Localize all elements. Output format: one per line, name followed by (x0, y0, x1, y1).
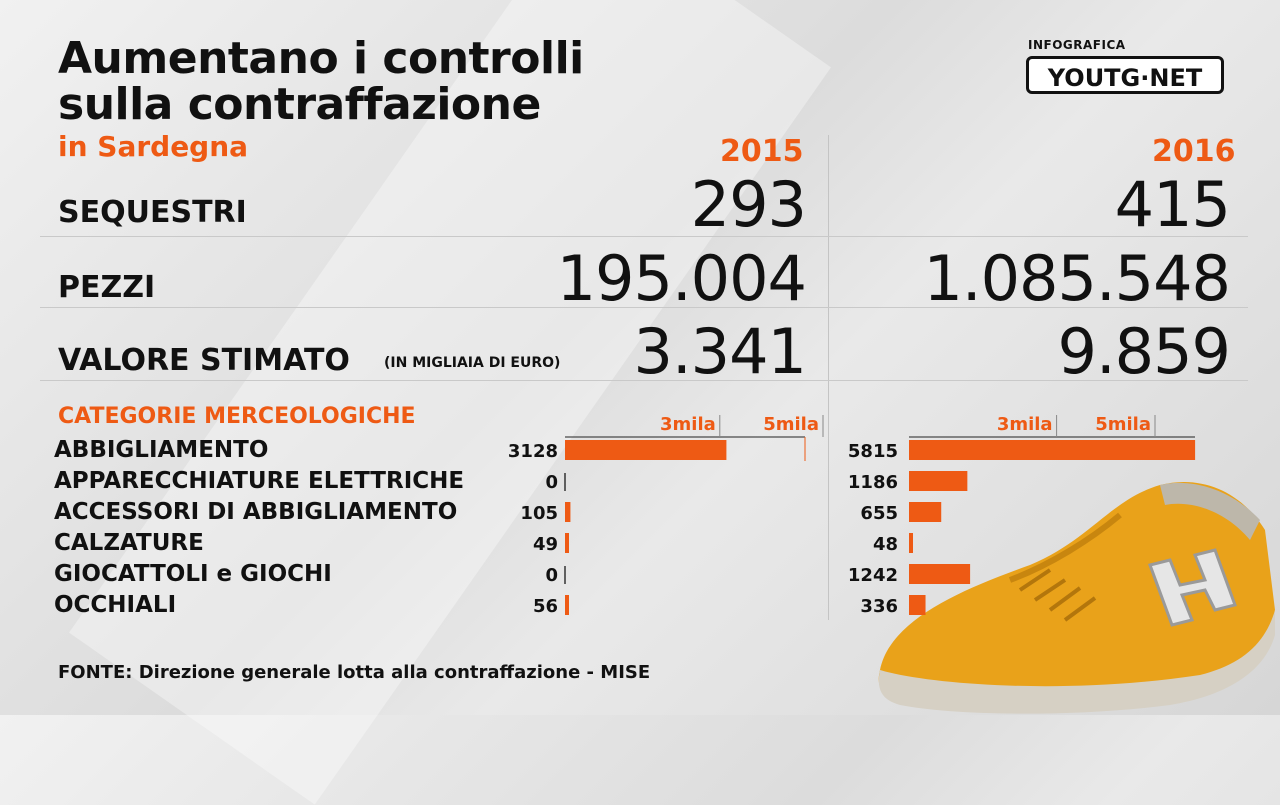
bar-2016-2 (909, 471, 968, 491)
metric-value-valore-2016: 9.859 (1057, 315, 1232, 388)
logo-caption: INFOGRAFICA (1028, 38, 1126, 52)
value-label-2016-4: 48 (873, 534, 898, 555)
tick-label-2016-1: 3mila (997, 414, 1053, 435)
row-divider-3 (40, 380, 1248, 381)
row-divider-2 (40, 307, 1248, 308)
logo: YOUTG·NET (1026, 56, 1224, 94)
metric-label-valore: VALORE STIMATO (58, 343, 350, 378)
value-label-2016-5: 1242 (848, 565, 898, 586)
sneaker-illustration (878, 482, 1275, 714)
year-2016-header: 2016 (1152, 134, 1236, 169)
value-label-2016-1: 5815 (848, 441, 898, 462)
value-label-2015-4: 49 (533, 534, 558, 555)
value-label-2015-6: 56 (533, 596, 558, 617)
chart-2015: 3mila 5mila 3128 0 105 49 0 56 (508, 414, 824, 617)
category-label-2: APPARECCHIATURE ELETTRICHE (54, 468, 465, 494)
category-label-1: ABBIGLIAMENTO (54, 437, 269, 463)
bar-2015-4 (565, 533, 569, 553)
bar-2016-5 (909, 564, 971, 584)
value-label-2015-3: 105 (520, 503, 558, 524)
tick-label-2015-1: 3mila (660, 414, 716, 435)
title-line-1: Aumentano i controlli (58, 33, 584, 84)
value-label-2015-2: 0 (545, 472, 558, 493)
bar-2015-3 (565, 502, 571, 522)
year-divider (828, 135, 829, 620)
bar-2016-4 (909, 533, 913, 553)
value-label-2016-3: 655 (860, 503, 898, 524)
page-title: Aumentano i controlli sulla contraffazio… (58, 36, 584, 128)
bar-2015-6 (565, 595, 569, 615)
categories-heading: CATEGORIE MERCEOLOGICHE (58, 404, 416, 429)
tick-label-2016-2: 5mila (1095, 414, 1151, 435)
chart-2016: 3mila 5mila 5815 1186 655 48 1242 336 (848, 414, 1196, 617)
category-label-3: ACCESSORI DI ABBIGLIAMENTO (54, 499, 458, 525)
tick-label-2015-2: 5mila (763, 414, 819, 435)
value-label-2015-1: 3128 (508, 441, 558, 462)
bar-2016-1 (909, 440, 1196, 460)
metric-note-valore: (IN MIGLIAIA DI EURO) (384, 355, 561, 371)
year-2015-header: 2015 (720, 134, 804, 169)
value-label-2016-6: 336 (860, 596, 898, 617)
page-subtitle: in Sardegna (58, 130, 249, 163)
category-charts: 3mila 5mila 3128 0 105 49 0 56 3mila 5mila 5815 11… (508, 414, 1196, 617)
category-label-4: CALZATURE (54, 530, 204, 556)
metric-label-pezzi: PEZZI (58, 270, 156, 305)
bar-2016-3 (909, 502, 942, 522)
value-label-2016-2: 1186 (848, 472, 898, 493)
metric-value-sequestri-2015: 293 (690, 168, 807, 241)
row-divider-1 (40, 236, 1248, 237)
metric-value-valore-2015: 3.341 (633, 315, 808, 388)
metric-value-pezzi-2016: 1.085.548 (923, 242, 1231, 315)
metric-label-sequestri: SEQUESTRI (58, 195, 247, 230)
bar-2016-6 (909, 595, 926, 615)
bar-2015-1 (565, 440, 727, 460)
source-note: FONTE: Direzione generale lotta alla con… (58, 662, 651, 683)
category-label-5: GIOCATTOLI e GIOCHI (54, 561, 332, 587)
metric-value-pezzi-2015: 195.004 (556, 242, 807, 315)
title-line-2: sulla contraffazione (58, 79, 541, 130)
category-label-6: OCCHIALI (54, 592, 177, 618)
metric-value-sequestri-2016: 415 (1114, 168, 1231, 241)
value-label-2015-5: 0 (545, 565, 558, 586)
